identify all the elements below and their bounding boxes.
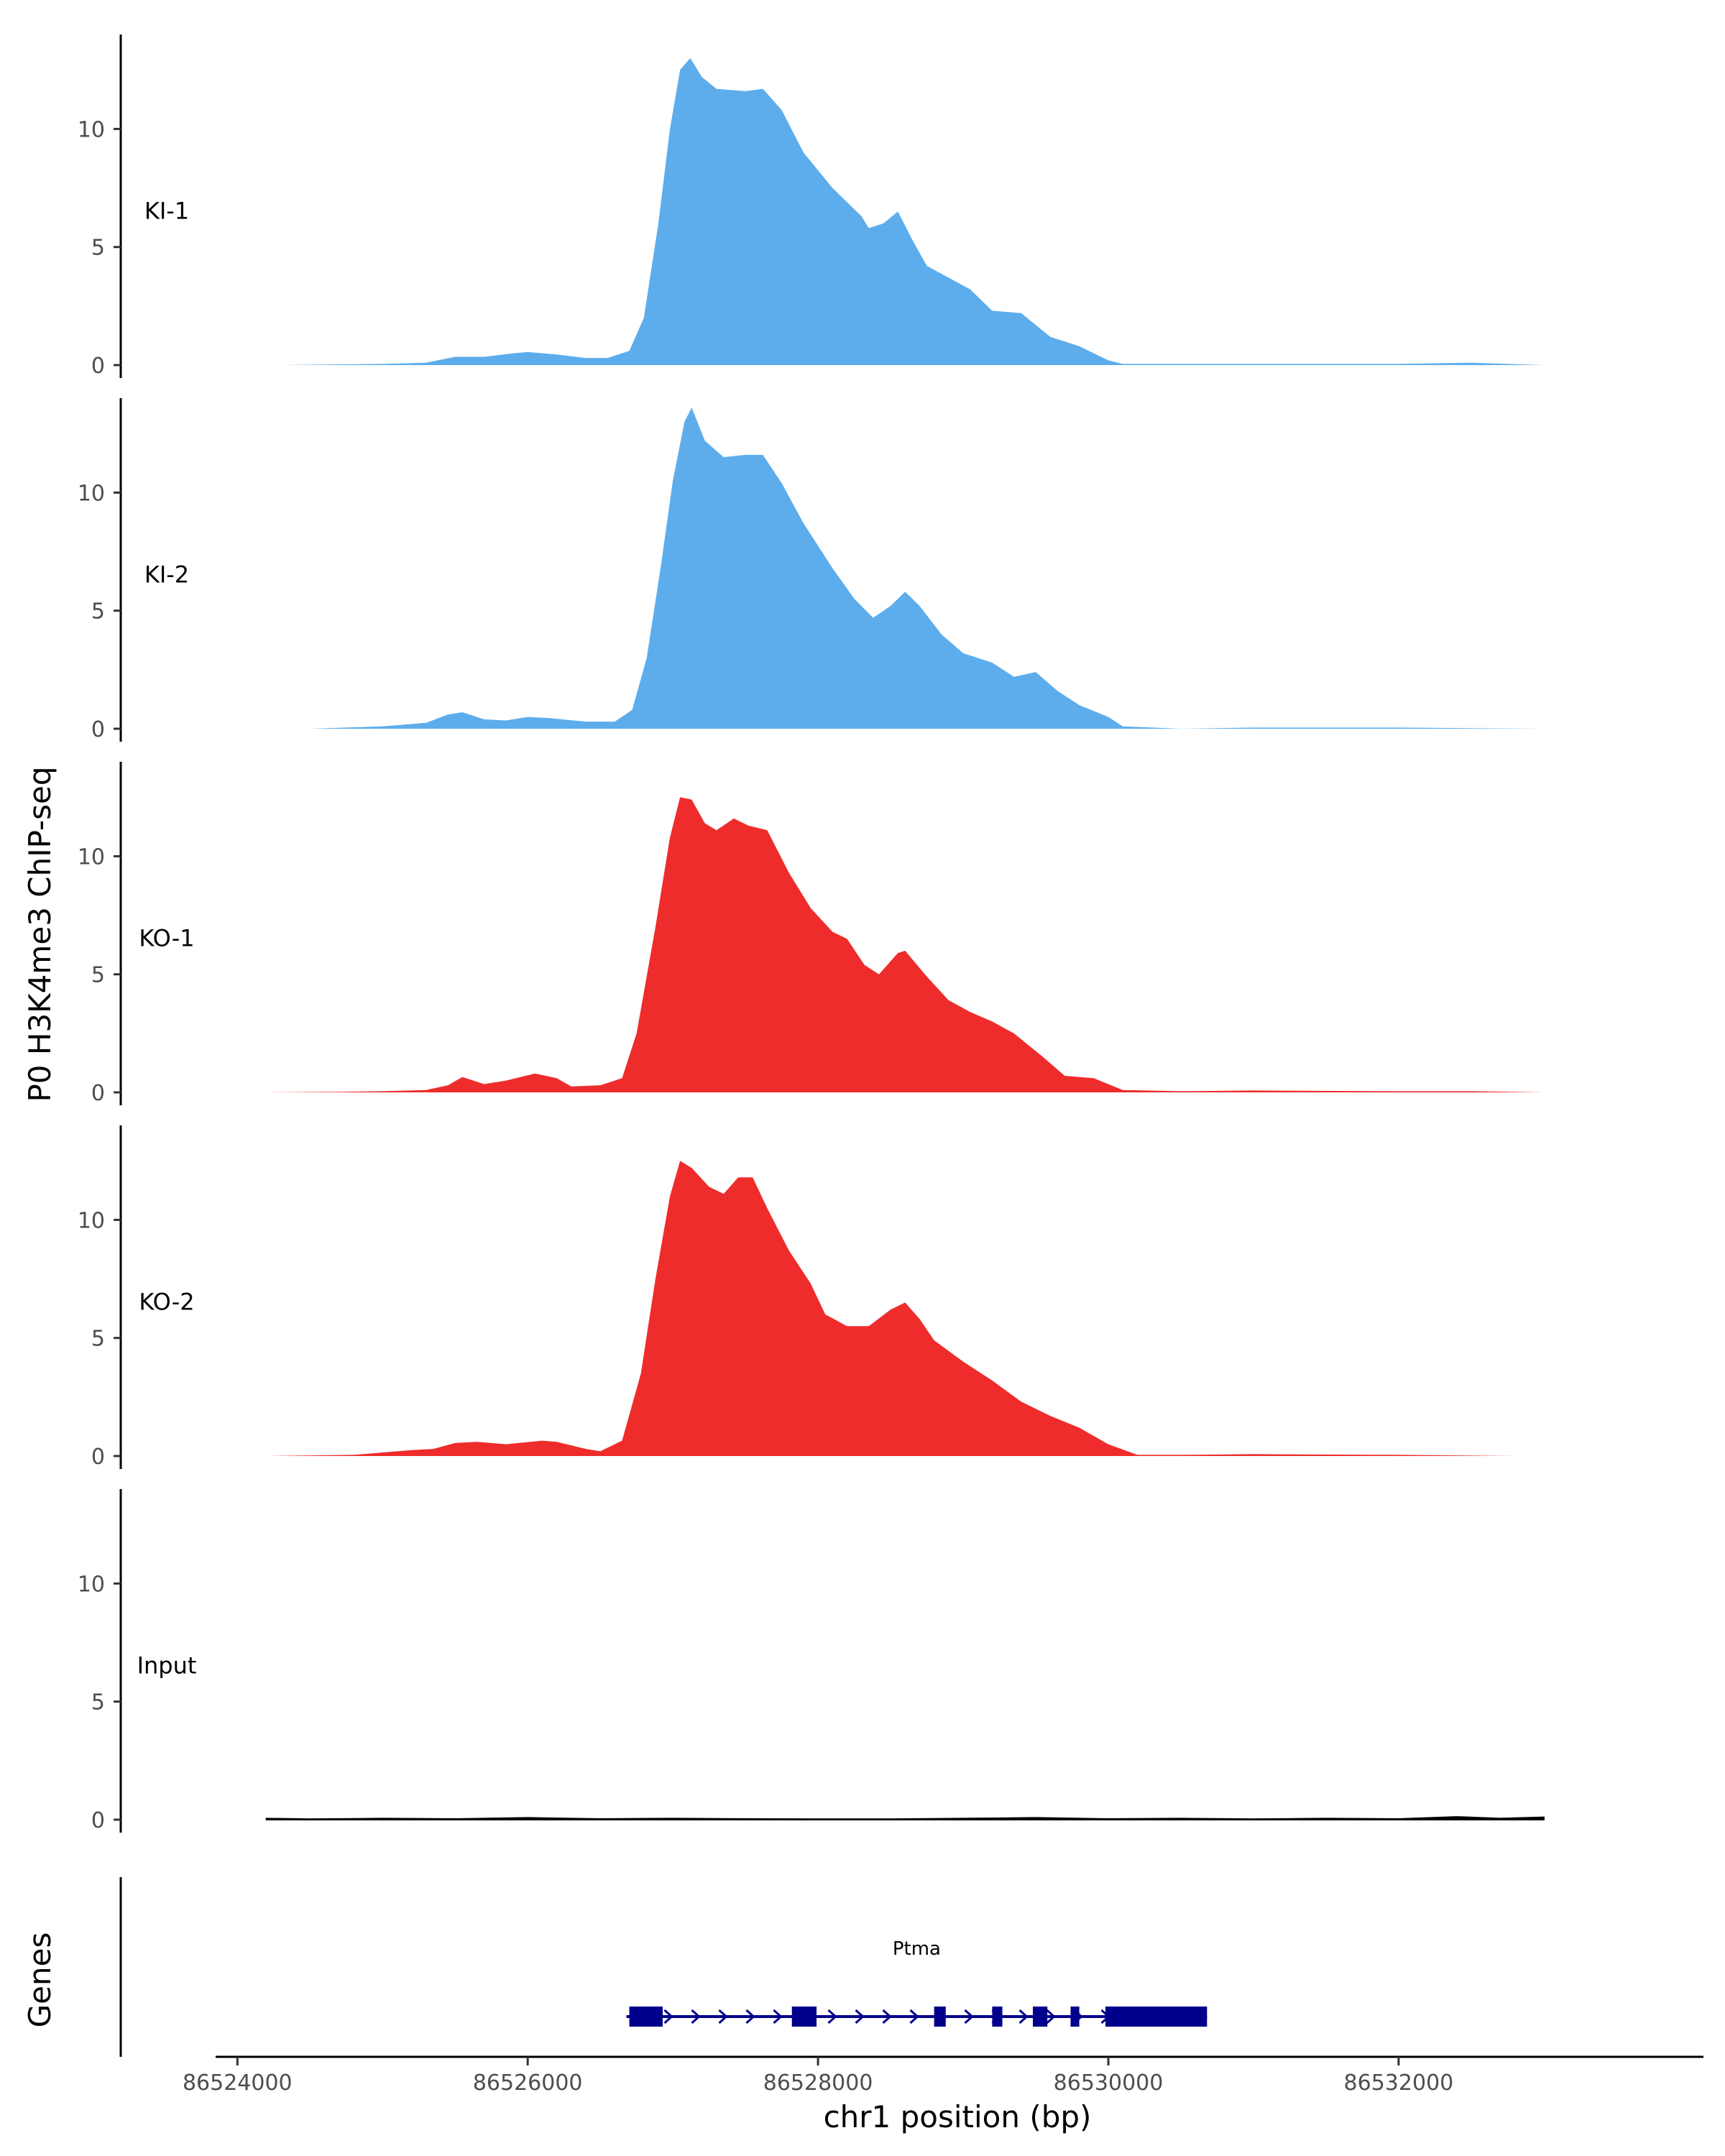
y-tick-label: 5	[91, 1690, 105, 1715]
track-label: KO-2	[139, 1288, 194, 1315]
x-tick-label: 86530000	[1054, 2070, 1164, 2096]
y-tick-label: 5	[91, 236, 105, 261]
x-tick-label: 86524000	[183, 2070, 293, 2096]
y-tick-label: 0	[91, 1808, 105, 1833]
track-ki-1: 0 5 10 KI-1	[78, 34, 1544, 379]
coverage-area-input	[265, 1816, 1545, 1820]
gene-panel-title: Genes	[22, 1932, 58, 2028]
y-tick-label: 10	[78, 481, 105, 506]
gene-exon	[1105, 2007, 1208, 2027]
track-label: KI-1	[144, 197, 189, 224]
strand-arrow	[718, 2009, 728, 2024]
track-ko-2: 0 5 10 KO-2	[78, 1125, 1515, 1470]
coverage-area-ki-2	[310, 407, 1544, 729]
track-label: Input	[137, 1651, 197, 1679]
y-axis-title: P0 H3K4me3 ChIP-seq	[22, 766, 58, 1102]
strand-arrow	[882, 2009, 892, 2024]
y-tick-label: 5	[91, 963, 105, 988]
gene-exon	[1032, 2007, 1048, 2027]
strand-arrow	[909, 2009, 919, 2024]
x-tick-label: 86526000	[473, 2070, 583, 2096]
strand-arrow	[964, 2009, 974, 2024]
y-tick-label: 5	[91, 599, 105, 625]
track-label: KI-2	[144, 561, 189, 588]
gene-exon	[992, 2007, 1003, 2027]
x-tick-label: 86528000	[763, 2070, 873, 2096]
gene-exon	[934, 2007, 946, 2027]
y-tick-label: 10	[78, 844, 105, 870]
strand-arrow	[855, 2009, 865, 2024]
track-label: KO-1	[139, 924, 194, 952]
y-tick-label: 0	[91, 354, 105, 379]
strand-arrow	[691, 2009, 701, 2024]
track-ko-1: 0 5 10 KO-1	[78, 762, 1544, 1106]
gene-exon	[791, 2007, 817, 2027]
gene-exon	[1070, 2007, 1080, 2027]
strand-arrow	[773, 2009, 783, 2024]
coverage-area-ko-1	[266, 797, 1544, 1092]
track-ki-2: 0 5 10 KI-2	[78, 398, 1544, 742]
tracks-layer: 0 5 10 KI-1 0 5 10 KI-2 0 5 10 KO-1 0 5 10 KO-2 0 5 10 Inpu…	[78, 34, 1545, 1833]
coverage-area-ki-1	[280, 57, 1544, 366]
gene-name-label: Ptma	[893, 1938, 941, 1960]
strand-arrow	[663, 2009, 673, 2024]
gene-panel: Ptma	[119, 1877, 1208, 2057]
gene-exon	[629, 2007, 663, 2027]
coverage-area-ko-2	[266, 1161, 1515, 1456]
x-axis-title: chr1 position (bp)	[824, 2099, 1092, 2134]
y-tick-label: 10	[78, 117, 105, 142]
y-tick-label: 0	[91, 1445, 105, 1470]
strand-arrow	[745, 2009, 755, 2024]
strand-arrow	[1046, 2009, 1056, 2024]
y-tick-label: 0	[91, 717, 105, 742]
strand-arrow	[1018, 2009, 1029, 2024]
track-input: 0 5 10 Input	[78, 1489, 1545, 1833]
x-axis: 86524000 86526000 86528000 86530000 86532000	[183, 2055, 1703, 2096]
y-tick-label: 0	[91, 1081, 105, 1106]
y-tick-label: 10	[78, 1208, 105, 1233]
y-tick-label: 10	[78, 1572, 105, 1597]
x-tick-label: 86532000	[1344, 2070, 1454, 2096]
strand-arrow	[827, 2009, 837, 2024]
y-tick-label: 5	[91, 1327, 105, 1352]
